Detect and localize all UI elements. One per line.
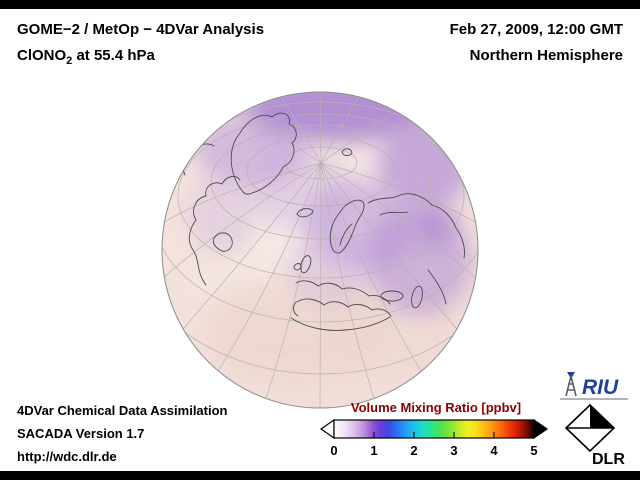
footer-credits: 4DVar Chemical Data Assimilation SACADA … bbox=[17, 399, 228, 468]
hemisphere-label: Northern Hemisphere bbox=[469, 47, 623, 64]
data-field-layer bbox=[187, 92, 473, 385]
colorbar-tick-5: 5 bbox=[530, 443, 538, 458]
colorbar-title: Volume Mixing Ratio [ppbv] bbox=[350, 400, 522, 415]
pressure-level: at 55.4 hPa bbox=[72, 47, 155, 64]
coastlines bbox=[182, 112, 465, 331]
riu-wordmark: RIU bbox=[582, 376, 619, 399]
bottom-border-bar bbox=[0, 471, 640, 480]
top-border-bar bbox=[0, 0, 640, 9]
colorbar-tick-0: 0 bbox=[330, 443, 338, 458]
colorbar-tickmarks bbox=[373, 432, 495, 438]
colorbar-right-arrow bbox=[533, 418, 549, 440]
dlr-wordmark: DLR bbox=[592, 451, 625, 466]
riu-antenna-icon bbox=[565, 372, 577, 397]
analysis-title: GOME−2 / MetOp − 4DVar Analysis bbox=[17, 21, 265, 38]
header-left: GOME−2 / MetOp − 4DVar Analysis ClONO2 a… bbox=[17, 17, 264, 74]
species-name: ClONO bbox=[17, 47, 67, 64]
species-level-title: ClONO2 at 55.4 hPa bbox=[17, 43, 264, 74]
colorbar-bar bbox=[333, 419, 535, 439]
species-subscript: 2 bbox=[66, 55, 73, 67]
colorbar-left-arrow bbox=[319, 418, 335, 440]
globe-limb bbox=[161, 91, 479, 409]
graticule bbox=[162, 92, 478, 408]
dlr-signet-icon bbox=[564, 403, 616, 453]
colorbar-legend: Volume Mixing Ratio [ppbv] bbox=[318, 400, 554, 459]
colorbar-tick-3: 3 bbox=[450, 443, 458, 458]
colorbar-gradient bbox=[319, 418, 549, 440]
colorbar-tick-2: 2 bbox=[410, 443, 418, 458]
datetime-label: Feb 27, 2009, 12:00 GMT bbox=[449, 21, 623, 38]
header-right: Feb 27, 2009, 12:00 GMT Northern Hemisph… bbox=[450, 17, 623, 69]
colorbar-tick-labels: 0 1 2 3 4 5 bbox=[318, 443, 554, 459]
dlr-logo: DLR bbox=[558, 402, 626, 471]
colorbar-tick-4: 4 bbox=[490, 443, 498, 458]
riu-logo: RIU bbox=[556, 368, 632, 407]
assimilation-label: 4DVar Chemical Data Assimilation bbox=[17, 403, 228, 418]
wdc-url: http://wdc.dlr.de bbox=[17, 449, 117, 464]
version-label: SACADA Version 1.7 bbox=[17, 426, 145, 441]
colorbar-tick-1: 1 bbox=[370, 443, 378, 458]
